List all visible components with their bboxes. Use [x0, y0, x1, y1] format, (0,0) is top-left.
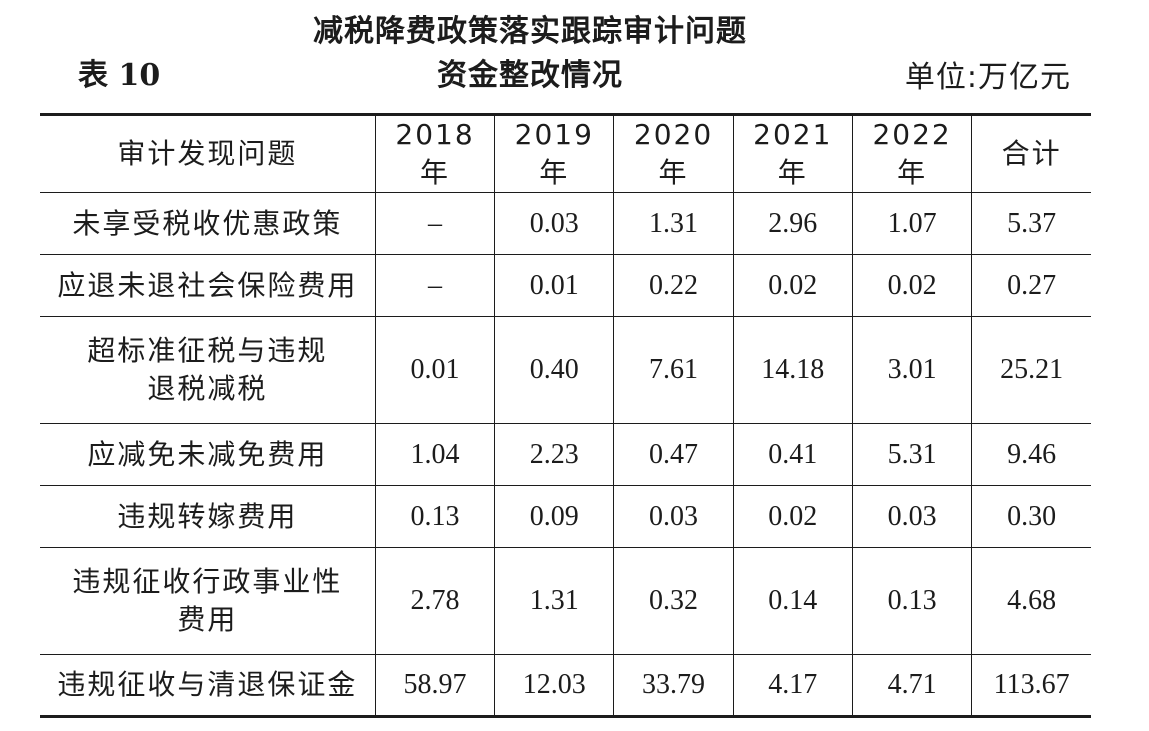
cell-2020: 7.61 — [613, 316, 734, 424]
cell-2018: 58.97 — [375, 654, 496, 717]
cell-2018: 2.78 — [375, 547, 496, 655]
cell-total: 0.27 — [971, 254, 1091, 317]
cell-2019: 0.09 — [494, 485, 615, 548]
row-label: 超标准征税与违规 退税减税 — [40, 316, 376, 424]
row-label: 应减免未减免费用 — [40, 423, 376, 486]
column-header-2020: 2020 年 — [613, 114, 734, 193]
cell-2019: 0.40 — [494, 316, 615, 424]
column-header-total: 合计 — [971, 114, 1091, 193]
table-header-row: 审计发现问题 2018 年 2019 年 2020 年 2021 年 2022 … — [40, 114, 1091, 193]
table-title-line-2: 资金整改情况 — [437, 58, 623, 93]
cell-2018: – — [375, 254, 496, 317]
cell-2020: 0.47 — [613, 423, 734, 486]
column-header-2022: 2022 年 — [852, 114, 973, 193]
cell-2022: 3.01 — [852, 316, 973, 424]
table-row: 应退未退社会保险费用 – 0.01 0.22 0.02 0.02 0.27 — [40, 254, 1091, 317]
row-label: 未享受税收优惠政策 — [40, 192, 376, 255]
table-row: 违规转嫁费用 0.13 0.09 0.03 0.02 0.03 0.30 — [40, 485, 1091, 548]
row-label: 违规征收行政事业性 费用 — [40, 547, 376, 655]
cell-total: 0.30 — [971, 485, 1091, 548]
cell-total: 5.37 — [971, 192, 1091, 255]
cell-2021: 0.02 — [733, 485, 853, 548]
column-header-issue: 审计发现问题 — [40, 114, 376, 193]
cell-2022: 5.31 — [852, 423, 973, 486]
cell-2021: 4.17 — [733, 654, 853, 717]
row-label: 违规转嫁费用 — [40, 485, 376, 548]
cell-2019: 12.03 — [494, 654, 615, 717]
cell-2022: 1.07 — [852, 192, 973, 255]
table-row: 违规征收与清退保证金 58.97 12.03 33.79 4.17 4.71 1… — [40, 654, 1091, 717]
row-label: 应退未退社会保险费用 — [40, 254, 376, 317]
table-row: 未享受税收优惠政策 – 0.03 1.31 2.96 1.07 5.37 — [40, 192, 1091, 255]
cell-2018: 0.01 — [375, 316, 496, 424]
table-header: 表 10 减税降费政策落实跟踪审计问题 资金整改情况 单位:万亿元 — [0, 0, 1149, 112]
table-row: 应减免未减免费用 1.04 2.23 0.47 0.41 5.31 9.46 — [40, 423, 1091, 486]
table-row: 超标准征税与违规 退税减税 0.01 0.40 7.61 14.18 3.01 2… — [40, 316, 1091, 424]
cell-2018: – — [375, 192, 496, 255]
cell-2020: 0.22 — [613, 254, 734, 317]
cell-2021: 14.18 — [733, 316, 853, 424]
cell-2021: 0.02 — [733, 254, 853, 317]
row-label: 违规征收与清退保证金 — [40, 654, 376, 717]
cell-2022: 0.02 — [852, 254, 973, 317]
cell-2020: 1.31 — [613, 192, 734, 255]
cell-2018: 1.04 — [375, 423, 496, 486]
column-header-2021: 2021 年 — [733, 114, 853, 193]
column-header-2018: 2018 年 — [375, 114, 496, 193]
cell-2022: 0.03 — [852, 485, 973, 548]
cell-2021: 0.14 — [733, 547, 853, 655]
cell-2022: 4.71 — [852, 654, 973, 717]
column-header-2019: 2019 年 — [494, 114, 615, 193]
table-number-label: 表 10 — [78, 58, 161, 93]
cell-total: 113.67 — [993, 669, 1070, 700]
cell-2019: 2.23 — [494, 423, 615, 486]
cell-2019: 1.31 — [494, 547, 615, 655]
cell-2020: 33.79 — [613, 654, 734, 717]
cell-total: 4.68 — [971, 547, 1091, 655]
cell-total: 25.21 — [971, 316, 1091, 424]
cell-2021: 0.41 — [733, 423, 853, 486]
cell-2020: 0.32 — [613, 547, 734, 655]
audit-rectification-table: 审计发现问题 2018 年 2019 年 2020 年 2021 年 2022 … — [40, 113, 1091, 718]
cell-2018: 0.13 — [375, 485, 496, 548]
cell-2022: 0.13 — [852, 547, 973, 655]
cell-2019: 0.01 — [494, 254, 615, 317]
cell-2019: 0.03 — [494, 192, 615, 255]
cell-2021: 2.96 — [733, 192, 853, 255]
table-row: 违规征收行政事业性 费用 2.78 1.31 0.32 0.14 0.13 4.6… — [40, 547, 1091, 655]
cell-total: 9.46 — [971, 423, 1091, 486]
table-title-line-1: 减税降费政策落实跟踪审计问题 — [313, 14, 747, 49]
unit-label: 单位:万亿元 — [904, 60, 1071, 95]
cell-2020: 0.03 — [613, 485, 734, 548]
